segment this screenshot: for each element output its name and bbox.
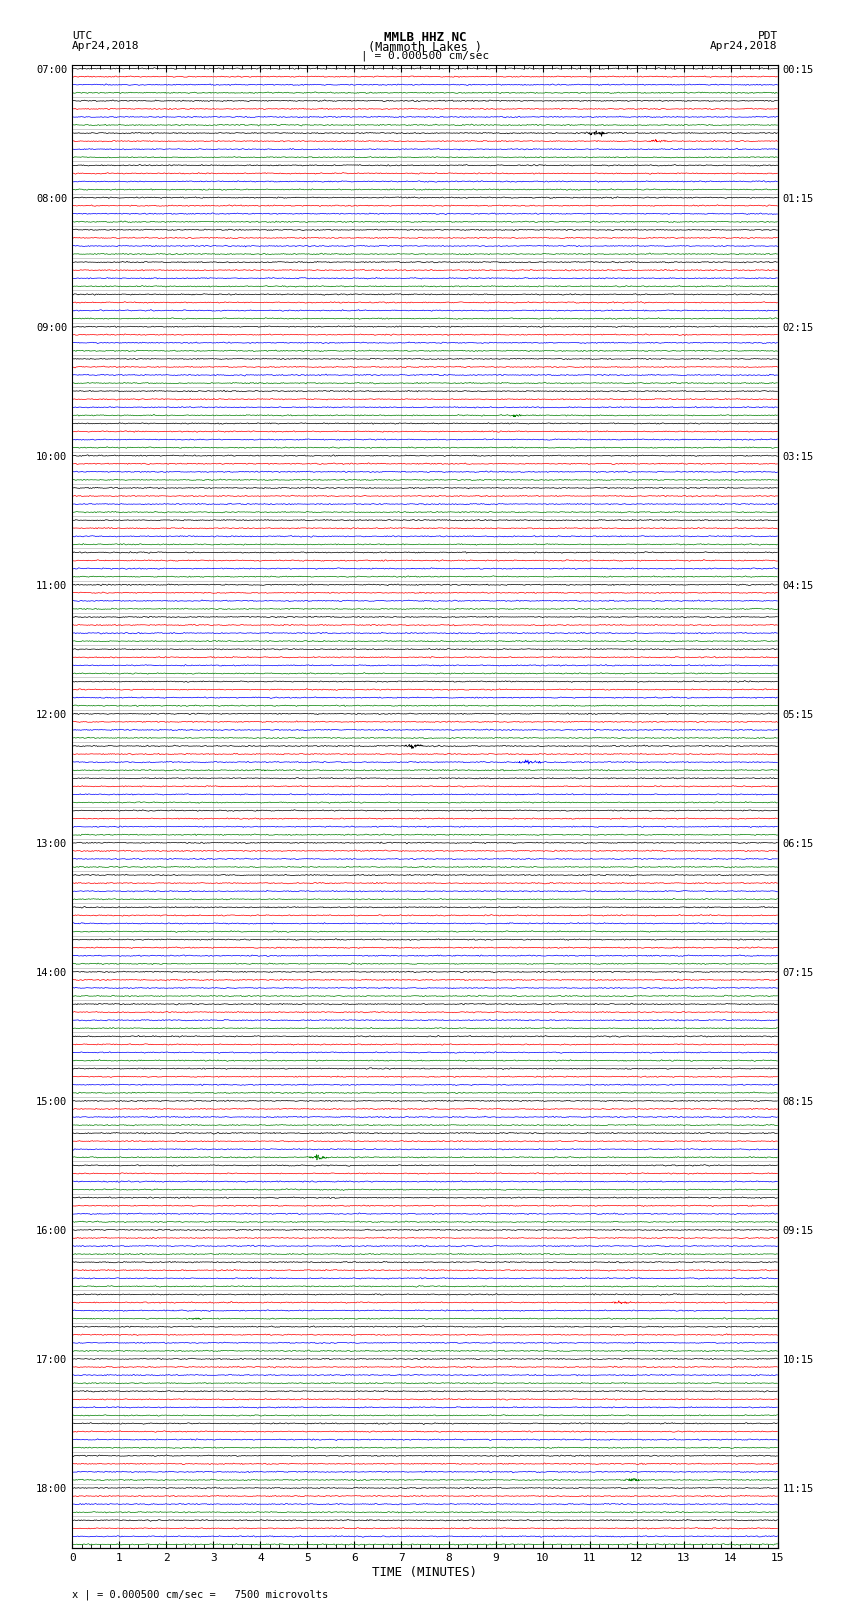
X-axis label: TIME (MINUTES): TIME (MINUTES) [372,1566,478,1579]
Text: UTC: UTC [72,31,93,42]
Text: x | = 0.000500 cm/sec =   7500 microvolts: x | = 0.000500 cm/sec = 7500 microvolts [72,1589,328,1600]
Text: Apr24,2018: Apr24,2018 [72,40,139,52]
Text: PDT: PDT [757,31,778,42]
Text: Apr24,2018: Apr24,2018 [711,40,778,52]
Text: MMLB HHZ NC: MMLB HHZ NC [383,31,467,45]
Text: (Mammoth Lakes ): (Mammoth Lakes ) [368,40,482,55]
Text: | = 0.000500 cm/sec: | = 0.000500 cm/sec [361,50,489,61]
